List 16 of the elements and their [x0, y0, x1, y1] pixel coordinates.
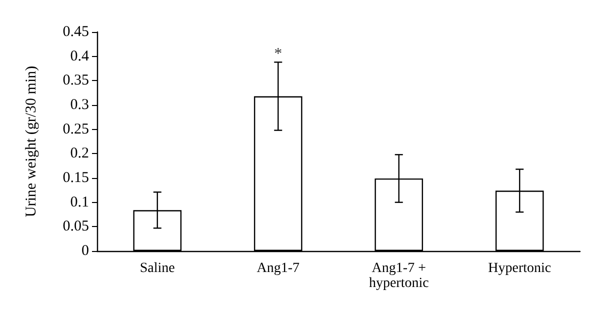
annotation: * [274, 46, 282, 63]
y-tick-label: 0.45 [62, 24, 89, 40]
y-tick-label: 0.25 [62, 121, 89, 138]
y-tick-label: 0.2 [70, 146, 89, 162]
x-tick-label: Ang1-7 + hypertonic [368, 261, 429, 291]
y-tick-label: 0 [82, 243, 89, 259]
y-tick-label: 0.15 [62, 170, 89, 186]
y-tick-label: 0.3 [70, 97, 89, 113]
y-tick-label: 0.35 [62, 72, 89, 89]
x-tick-label: Saline [140, 261, 175, 276]
x-tick-label: Ang1-7 [256, 261, 300, 276]
y-tick-label: 0.1 [70, 194, 89, 210]
y-tick-label: 0.4 [70, 48, 90, 64]
y-axis-title: Urine weight (gr/30 min) [24, 66, 40, 218]
x-tick-label: Hypertonic [488, 261, 552, 276]
y-tick-label: 0.05 [62, 218, 89, 235]
